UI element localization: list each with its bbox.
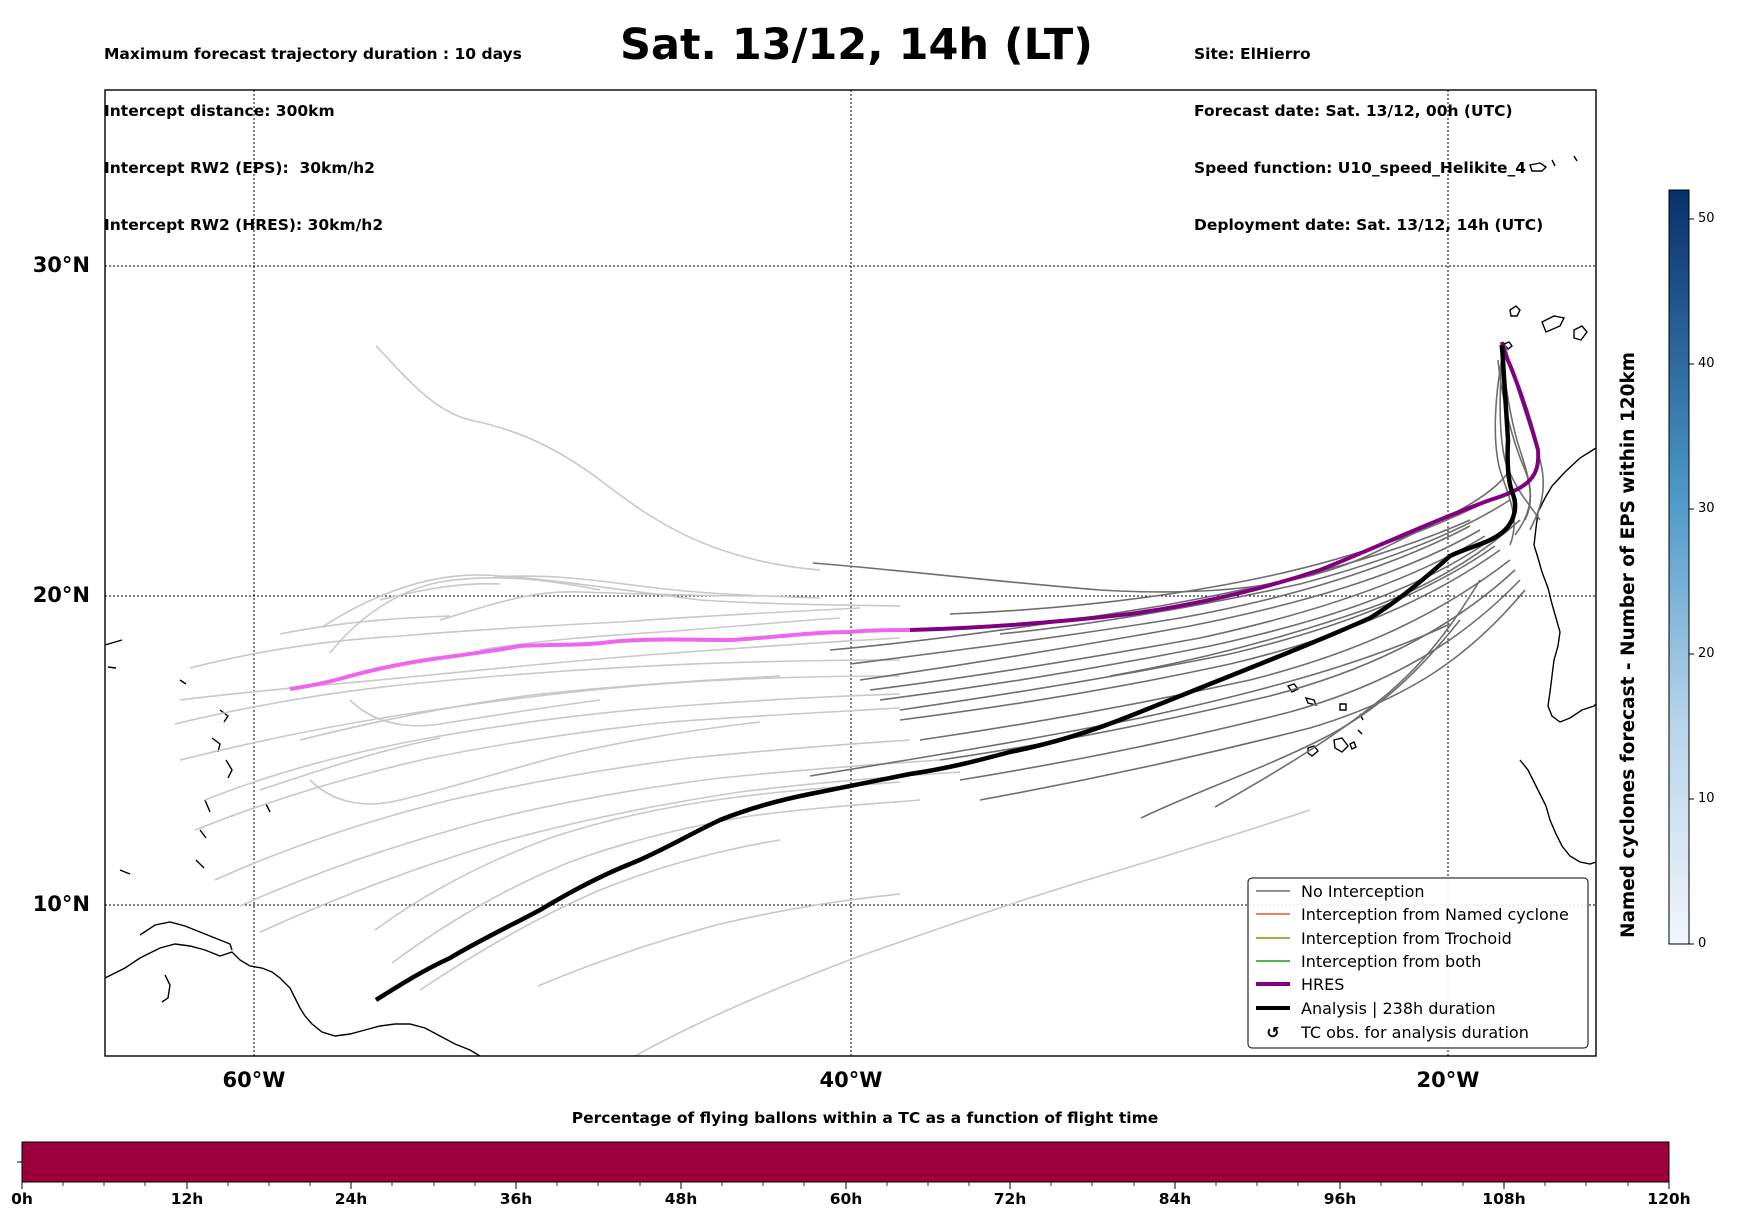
time-bar [21, 1141, 1670, 1183]
time-tick: 120h [1647, 1190, 1691, 1208]
time-tick: 60h [829, 1190, 863, 1208]
time-tick: 48h [664, 1190, 698, 1208]
legend-swatch-tc-obs-icon: ↺ [1266, 1023, 1279, 1042]
colorbar-tick: 10 [1698, 791, 1715, 806]
lon-label-40w: 40°W [819, 1068, 883, 1092]
lat-label-30n: 30°N [32, 253, 90, 277]
info-line: Intercept distance: 300km [104, 102, 335, 120]
lat-label-20n: 20°N [32, 583, 90, 607]
time-bar-ticks [21, 1182, 1670, 1189]
forecast-parameters-left: Maximum forecast trajectory duration : 1… [104, 7, 522, 254]
time-tick: 84h [1158, 1190, 1192, 1208]
lon-label-60w: 60°W [222, 1068, 286, 1092]
legend-label-analysis: Analysis | 238h duration [1301, 999, 1496, 1018]
time-tick: 24h [334, 1190, 368, 1208]
forecast-parameters-right: Site: ElHierro Forecast date: Sat. 13/12… [1194, 7, 1543, 254]
lon-label-20w: 20°W [1416, 1068, 1480, 1092]
legend-label-no-interception: No Interception [1301, 882, 1425, 901]
legend: ↺ No Interception Interception from Name… [1247, 877, 1589, 1049]
cyclone-colorbar-ticks [1689, 218, 1694, 945]
legend-label-both: Interception from both [1301, 952, 1481, 971]
page-title: Sat. 13/12, 14h (LT) [620, 20, 1093, 70]
legend-label-trochoid: Interception from Trochoid [1301, 929, 1512, 948]
analysis-trajectory [374, 344, 1518, 1002]
colorbar-tick: 50 [1698, 211, 1715, 226]
info-line: Forecast date: Sat. 13/12, 00h (UTC) [1194, 102, 1513, 120]
time-tick: 12h [170, 1190, 204, 1208]
time-bar-minor-ticks [62, 1182, 1629, 1186]
colorbar-tick: 30 [1698, 501, 1715, 516]
cyclone-colorbar [1668, 189, 1690, 945]
time-bar-title: Percentage of flying ballons within a TC… [571, 1109, 1159, 1127]
info-line: Site: ElHierro [1194, 45, 1311, 63]
lat-label-10n: 10°N [32, 892, 90, 916]
coastlines [105, 155, 1596, 1056]
colorbar-tick: 40 [1698, 356, 1715, 371]
legend-label-hres: HRES [1301, 975, 1344, 994]
hres-trajectory-far [289, 628, 911, 691]
info-line: Deployment date: Sat. 13/12, 14h (UTC) [1194, 216, 1544, 234]
hres-trajectory-near [909, 341, 1541, 632]
time-tick: 108h [1482, 1190, 1526, 1208]
colorbar-tick: 0 [1698, 936, 1707, 951]
time-tick: 36h [499, 1190, 533, 1208]
legend-label-named-cyclone: Interception from Named cyclone [1301, 905, 1569, 924]
trajectories-no-interception-far [174, 345, 1311, 1056]
legend-label-tc-obs: TC obs. for analysis duration [1300, 1023, 1529, 1042]
info-line: Speed function: U10_speed_Helikite_4 [1194, 159, 1527, 177]
colorbar-title: Named cyclones forecast - Number of EPS … [1618, 351, 1639, 938]
time-tick: 0h [11, 1190, 33, 1208]
colorbar-tick: 20 [1698, 646, 1715, 661]
time-tick: 96h [1323, 1190, 1357, 1208]
trajectories-no-interception-near [809, 344, 1544, 819]
map-frame [104, 89, 1597, 1057]
info-line: Maximum forecast trajectory duration : 1… [104, 45, 522, 63]
info-line: Intercept RW2 (HRES): 30km/h2 [104, 216, 384, 234]
info-line: Intercept RW2 (EPS): 30km/h2 [104, 159, 375, 177]
time-tick: 72h [993, 1190, 1027, 1208]
